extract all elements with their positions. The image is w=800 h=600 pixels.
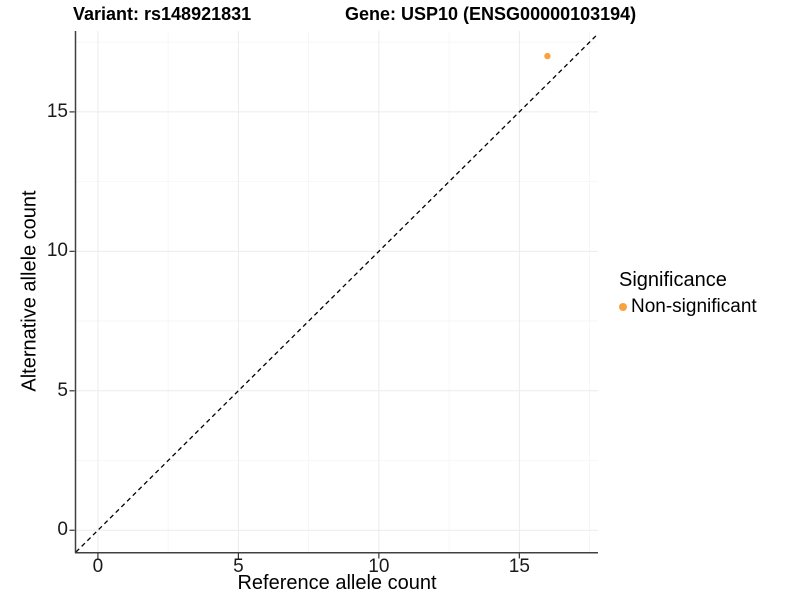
legend-title: Significance <box>619 269 727 291</box>
x-tick-label: 0 <box>92 556 104 577</box>
y-tick-label: 5 <box>57 379 68 401</box>
x-tick-label: 5 <box>233 556 244 577</box>
x-axis-title: Reference allele count <box>237 572 437 594</box>
x-tick-label: 10 <box>368 556 390 577</box>
y-tick-label: 15 <box>46 100 68 122</box>
legend-item-label: Non-significant <box>631 296 757 317</box>
identity-dashed-line <box>75 33 599 553</box>
legend-item: Non-significant <box>619 296 757 318</box>
variant-title: Variant: rs148921831 <box>73 4 252 24</box>
data-point <box>544 52 551 60</box>
y-axis-title: Alternative allele count <box>18 190 41 392</box>
y-tick-label: 0 <box>57 519 68 541</box>
point-marker-icon <box>619 303 627 311</box>
gene-title: Gene: USP10 (ENSG00000103194) <box>345 4 637 24</box>
y-tick-label: 10 <box>46 240 68 262</box>
legend: Significance Non-significant <box>619 269 757 318</box>
x-tick-label: 15 <box>508 556 530 577</box>
